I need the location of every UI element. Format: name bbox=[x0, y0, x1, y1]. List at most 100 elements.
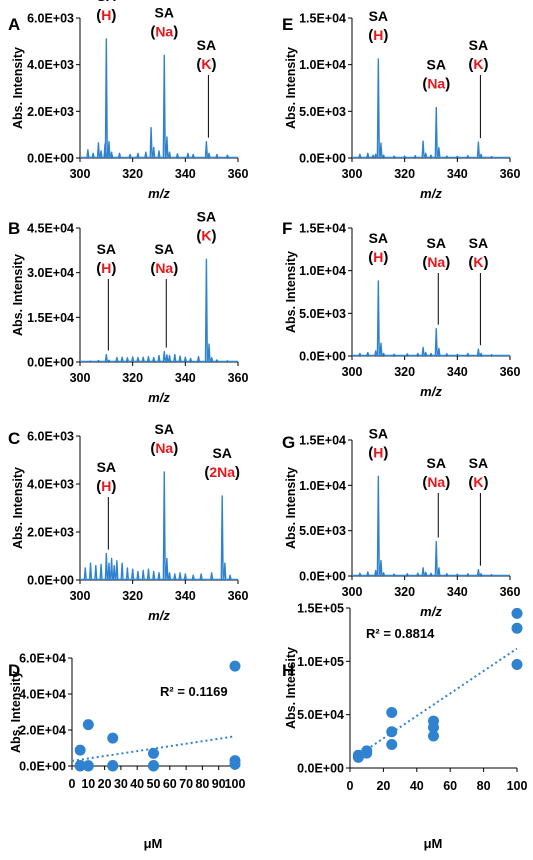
x-axis-label: m/z bbox=[420, 186, 442, 201]
y-tick-label: 5.0E+03 bbox=[299, 105, 346, 119]
y-tick-label: 0.0E+00 bbox=[297, 762, 344, 776]
peak-label-ion: (H) bbox=[96, 7, 116, 24]
x-tick-label: 300 bbox=[342, 167, 363, 181]
peak-label-sa: SA bbox=[369, 230, 388, 246]
peak-label-sa: SA bbox=[97, 241, 116, 257]
y-tick-label: 0.0E+00 bbox=[27, 152, 74, 166]
scatter-point bbox=[229, 660, 241, 672]
x-tick-label: 320 bbox=[394, 167, 415, 181]
scatter-point bbox=[74, 744, 86, 756]
peak-label-sa: SA bbox=[369, 8, 388, 24]
peak-label-sa: SA bbox=[469, 455, 488, 471]
y-tick-label: 2.0E+03 bbox=[27, 526, 74, 540]
peak-label-ion: (K) bbox=[468, 474, 488, 491]
peak-label-sa: SA bbox=[469, 37, 488, 53]
x-tick-label: 40 bbox=[130, 777, 144, 791]
peak-label-sa: SA bbox=[155, 421, 174, 437]
x-tick-label: 360 bbox=[500, 167, 521, 181]
spectrum-series-line bbox=[80, 471, 238, 581]
y-axis-label: Abs. Intensity bbox=[284, 47, 298, 129]
peak-label-ion: (H) bbox=[368, 249, 388, 266]
scatter-point bbox=[386, 707, 398, 719]
y-tick-label: 5.0E+03 bbox=[299, 307, 346, 321]
x-tick-label: 360 bbox=[500, 585, 521, 599]
x-tick-label: 340 bbox=[175, 589, 196, 603]
peak-label-ion: (Na) bbox=[150, 440, 178, 457]
x-tick-label: 50 bbox=[147, 777, 161, 791]
panel-letter: D bbox=[8, 661, 20, 680]
scatter-point bbox=[107, 760, 119, 772]
scatter-point bbox=[229, 758, 241, 770]
x-tick-label: 300 bbox=[70, 589, 91, 603]
x-tick-label: 320 bbox=[394, 585, 415, 599]
peak-label-sa: SA bbox=[155, 4, 174, 20]
spectrum-series-line bbox=[80, 38, 238, 159]
peak-label-ion: (K) bbox=[468, 254, 488, 271]
panel-letter: G bbox=[282, 433, 295, 452]
x-axis-label: m/z bbox=[420, 384, 442, 399]
x-tick-label: 360 bbox=[228, 167, 249, 181]
x-axis-label: m/z bbox=[420, 604, 442, 619]
peak-label-sa: SA bbox=[469, 235, 488, 251]
x-tick-label: 80 bbox=[195, 777, 209, 791]
scatter-point bbox=[428, 721, 439, 733]
scatter-point bbox=[107, 732, 119, 744]
x-tick-label: 100 bbox=[507, 779, 528, 793]
x-tick-label: 30 bbox=[114, 777, 128, 791]
x-tick-label: 20 bbox=[376, 779, 390, 793]
y-tick-label: 1.0E+04 bbox=[299, 58, 346, 72]
scatter-point bbox=[386, 726, 398, 738]
y-tick-label: 1.5E+04 bbox=[299, 434, 346, 448]
x-tick-label: 340 bbox=[175, 371, 196, 385]
peak-label-ion: (2Na) bbox=[204, 464, 240, 481]
x-tick-label: 70 bbox=[179, 777, 193, 791]
y-tick-label: 1.5E+04 bbox=[27, 311, 74, 325]
peak-annotation-k: SA (K) bbox=[468, 235, 488, 346]
scatter-point bbox=[82, 719, 94, 731]
peak-label-sa: SA bbox=[97, 459, 116, 475]
x-tick-label: 300 bbox=[70, 167, 91, 181]
peak-label-sa: SA bbox=[155, 241, 174, 257]
panel-letter: C bbox=[8, 429, 20, 448]
panel-letter: E bbox=[282, 15, 293, 34]
x-tick-label: 360 bbox=[228, 589, 249, 603]
peak-annotation-k: SA (K) bbox=[468, 455, 488, 566]
y-tick-label: 0.0E+00 bbox=[299, 570, 346, 584]
peak-annotation-k: SA (K) bbox=[196, 208, 216, 244]
x-tick-label: 360 bbox=[500, 365, 521, 379]
r-squared-label: R² = 0.1169 bbox=[160, 684, 228, 699]
peak-label-ion: (Na) bbox=[150, 23, 178, 40]
x-tick-label: 60 bbox=[163, 777, 177, 791]
y-axis-label: Abs. Intensity bbox=[11, 47, 25, 129]
chart-panel-b: B 0.0E+00 1.5E+04 3.0E+04 4.5E+04 300 320 340 36… bbox=[8, 208, 248, 405]
peak-annotation-k: SA (K) bbox=[468, 37, 488, 139]
x-axis-label: m/z bbox=[148, 186, 170, 201]
spectrum-series-line bbox=[352, 475, 510, 577]
spectrum-series-line bbox=[352, 280, 510, 357]
peak-label-ion: (Na) bbox=[422, 254, 450, 271]
x-tick-label: 20 bbox=[98, 777, 112, 791]
peak-annotation-na: SA (Na) bbox=[422, 57, 450, 93]
x-tick-label: 320 bbox=[394, 365, 415, 379]
y-tick-label: 2.0E+03 bbox=[27, 105, 74, 119]
peak-annotation-k: SA (K) bbox=[196, 37, 216, 138]
peak-annotation-na: SA (Na) bbox=[150, 4, 178, 40]
peak-label-sa: SA bbox=[97, 0, 116, 4]
x-tick-label: 320 bbox=[122, 371, 143, 385]
peak-label-ion: (Na) bbox=[150, 260, 178, 277]
x-tick-label: 300 bbox=[342, 585, 363, 599]
y-tick-label: 1.5E+04 bbox=[299, 12, 346, 26]
scatter-point bbox=[386, 739, 398, 751]
peak-label-ion: (H) bbox=[368, 27, 388, 44]
y-tick-label: 1.0E+04 bbox=[299, 264, 346, 278]
peak-label-ion: (K) bbox=[196, 227, 216, 244]
scatter-point bbox=[511, 622, 523, 634]
y-tick-label: 2.0E+04 bbox=[19, 724, 66, 738]
x-tick-label: 80 bbox=[477, 779, 491, 793]
x-tick-label: 40 bbox=[410, 779, 424, 793]
y-tick-label: 5.0E+04 bbox=[297, 708, 344, 722]
peak-label-sa: SA bbox=[427, 455, 446, 471]
y-tick-label: 1.5E+05 bbox=[297, 602, 344, 616]
chart-panel-c: C 0.0E+00 2.0E+03 4.0E+03 6.0E+03 300 320 340 36… bbox=[8, 421, 248, 623]
scatter-point bbox=[361, 745, 373, 757]
